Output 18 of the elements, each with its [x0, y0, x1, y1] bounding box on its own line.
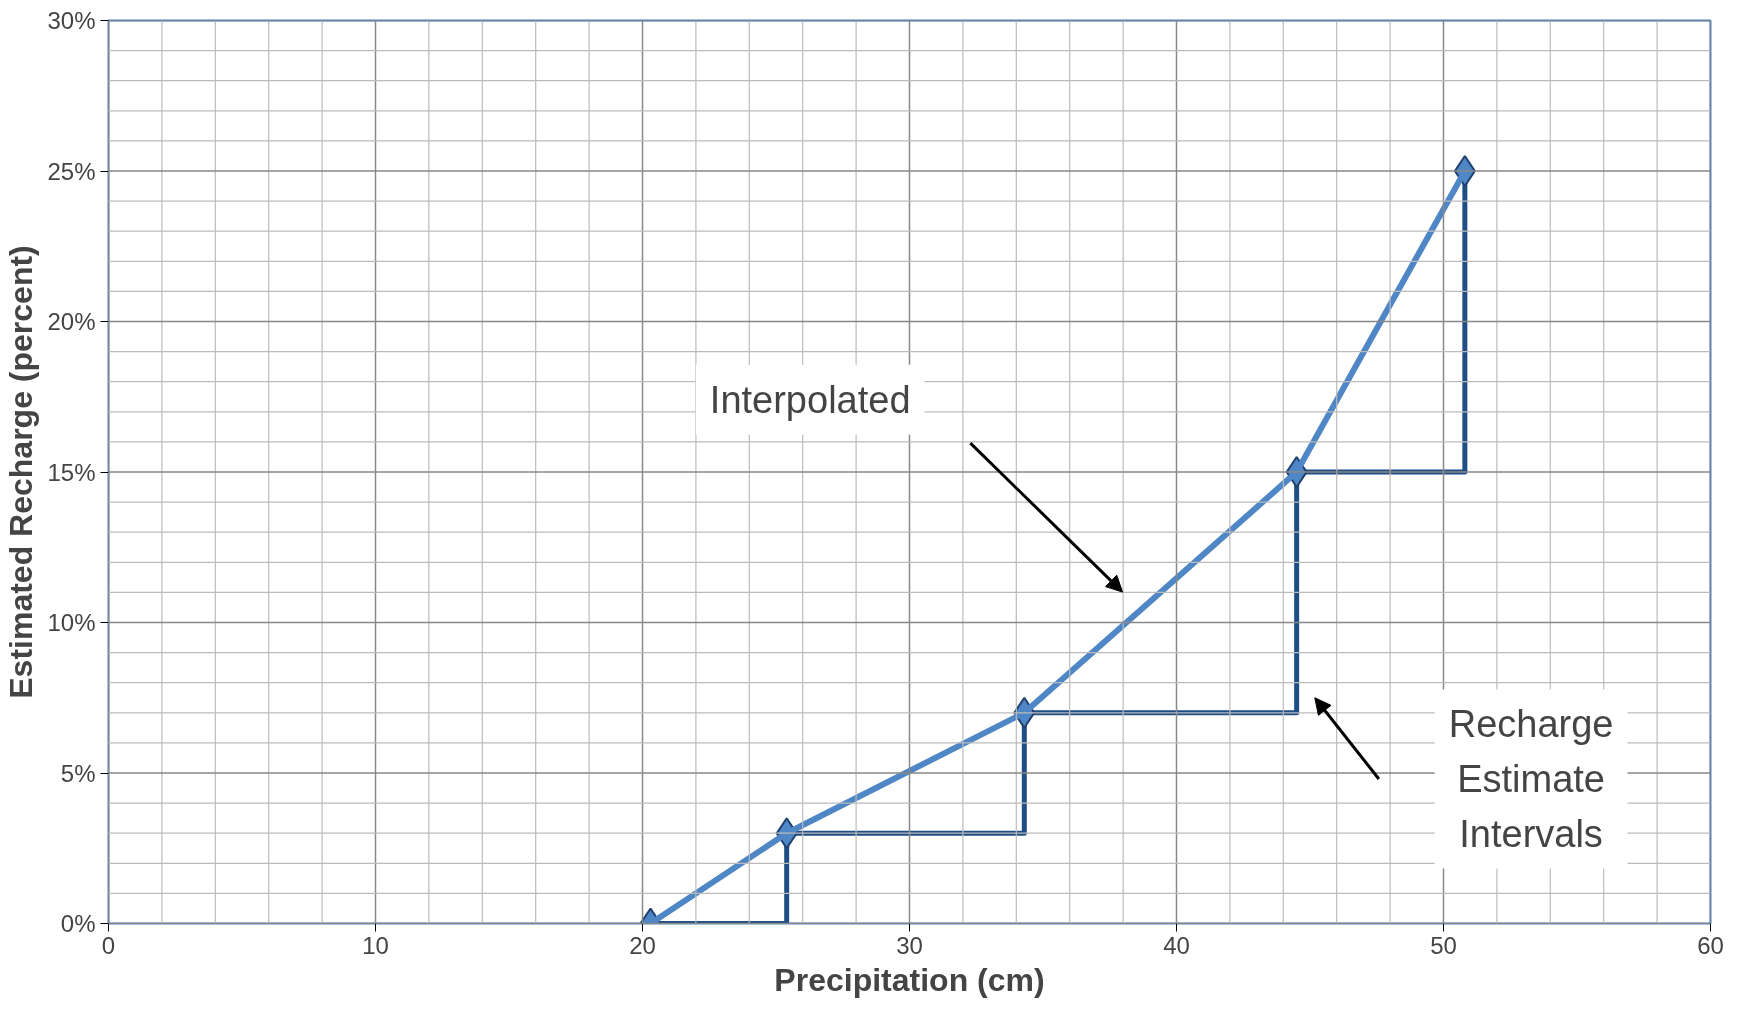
- x-tick-label: 60: [1697, 931, 1724, 959]
- y-tick-label: 25%: [47, 157, 96, 185]
- y-tick-label: 10%: [47, 609, 96, 636]
- y-tick-label: 20%: [47, 308, 96, 335]
- y-tick-label: 15%: [47, 458, 96, 486]
- annotation: Interpolated: [709, 378, 911, 421]
- y-axis-title: Estimated Recharge (percent): [3, 245, 40, 699]
- x-tick-label: 50: [1430, 931, 1457, 959]
- y-tick-label: 5%: [60, 759, 96, 787]
- x-tick-label: 10: [362, 931, 389, 959]
- x-axis-title: Precipitation (cm): [774, 961, 1045, 998]
- y-tick-label: 0%: [60, 910, 96, 937]
- annotation: Recharge Estimate Intervals: [1448, 703, 1614, 855]
- y-tick-label: 30%: [47, 7, 96, 34]
- x-tick-label: 30: [896, 931, 923, 959]
- x-tick-label: 0: [101, 931, 116, 959]
- x-tick-label: 40: [1163, 931, 1190, 959]
- x-tick-label: 20: [629, 931, 656, 959]
